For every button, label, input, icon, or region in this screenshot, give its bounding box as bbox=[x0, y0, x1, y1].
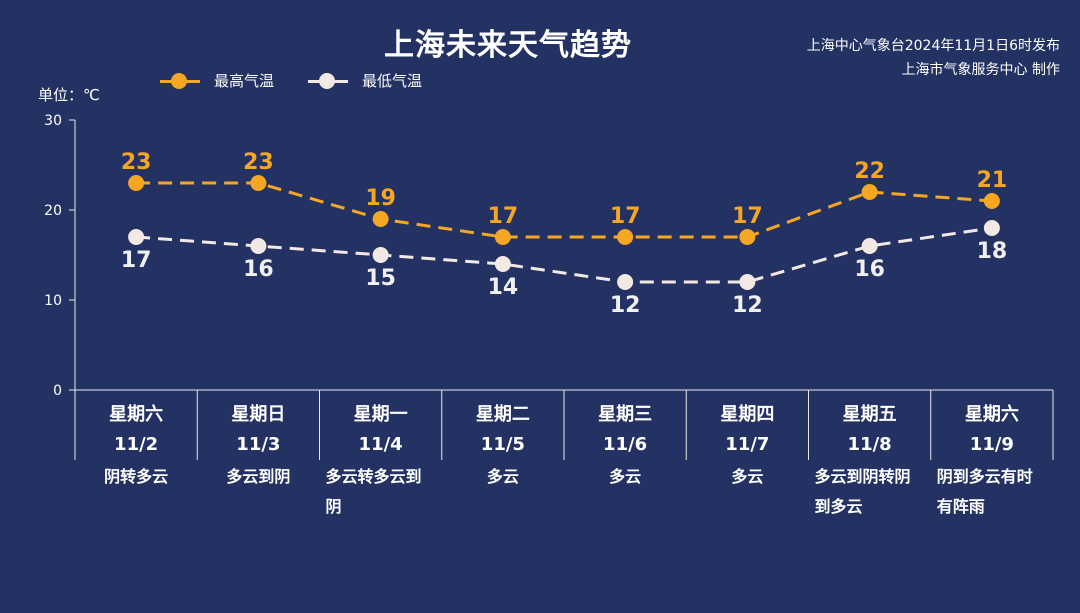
weekday-label: 星期五 bbox=[842, 404, 897, 425]
chart-title: 上海未来天气趋势 bbox=[384, 28, 632, 63]
weather-condition: 多云到阴转阴 到多云 bbox=[809, 462, 931, 522]
point-low bbox=[983, 220, 1000, 236]
date-label: 11/6 bbox=[603, 434, 648, 455]
source-producer: 上海市气象服务中心 制作 bbox=[901, 62, 1060, 78]
data-label-low: 15 bbox=[365, 266, 396, 291]
day-header: 星期五 11/8 bbox=[809, 400, 931, 460]
day-header: 星期一 11/4 bbox=[320, 400, 442, 460]
source-issuer: 上海中心气象台2024年11月1日6时发布 bbox=[806, 38, 1060, 54]
legend-low-label: 最低气温 bbox=[362, 72, 423, 90]
data-label-low: 12 bbox=[610, 293, 641, 318]
weekday-label: 星期三 bbox=[598, 404, 653, 425]
data-label-high: 17 bbox=[488, 204, 519, 229]
weather-condition: 多云转多云到阴 bbox=[320, 462, 442, 522]
date-label: 11/5 bbox=[480, 434, 525, 455]
point-high bbox=[861, 184, 878, 200]
weekday-label: 星期六 bbox=[964, 404, 1019, 425]
weekday-label: 星期日 bbox=[231, 404, 286, 425]
y-tick-label: 0 bbox=[53, 383, 62, 399]
y-tick-label: 30 bbox=[44, 113, 62, 129]
data-label-low: 16 bbox=[854, 257, 885, 282]
date-label: 11/9 bbox=[969, 434, 1014, 455]
date-label: 11/8 bbox=[847, 434, 892, 455]
y-tick-label: 20 bbox=[44, 203, 62, 219]
data-label-high: 23 bbox=[121, 150, 152, 175]
weather-condition-line: 多云转多云到 bbox=[325, 467, 422, 486]
date-label: 11/2 bbox=[114, 434, 159, 455]
weather-condition-line: 多云 bbox=[731, 467, 764, 486]
unit-label: 单位：℃ bbox=[38, 86, 100, 104]
legend-low-swatch bbox=[308, 71, 349, 91]
data-label-high: 19 bbox=[365, 186, 396, 211]
data-label-high: 23 bbox=[243, 150, 274, 175]
point-high bbox=[983, 193, 1000, 209]
point-low bbox=[494, 256, 511, 272]
weather-condition-line: 多云到阴 bbox=[226, 467, 291, 486]
point-low bbox=[250, 238, 267, 254]
point-low bbox=[739, 274, 756, 290]
date-label: 11/4 bbox=[358, 434, 403, 455]
y-tick-label: 10 bbox=[44, 293, 62, 309]
data-label-low: 18 bbox=[977, 239, 1008, 264]
data-label-low: 16 bbox=[243, 257, 274, 282]
data-label-low: 14 bbox=[488, 275, 519, 300]
point-low bbox=[861, 238, 878, 254]
day-header: 星期二 11/5 bbox=[442, 400, 564, 460]
weather-condition: 多云 bbox=[442, 462, 564, 492]
weekday-label: 星期六 bbox=[109, 404, 164, 425]
point-low bbox=[617, 274, 634, 290]
weather-condition-line: 多云 bbox=[609, 467, 642, 486]
date-label: 11/7 bbox=[725, 434, 770, 455]
date-label: 11/3 bbox=[236, 434, 281, 455]
point-low bbox=[372, 247, 389, 263]
weather-condition: 多云 bbox=[686, 462, 808, 492]
weather-condition-line: 到多云 bbox=[814, 497, 863, 516]
point-high bbox=[739, 229, 756, 245]
weather-condition-line: 阴到多云有时 bbox=[936, 467, 1033, 486]
legend-high-label: 最高气温 bbox=[214, 72, 275, 90]
weekday-label: 星期二 bbox=[475, 404, 530, 425]
series-line-high bbox=[136, 181, 992, 239]
day-header: 星期六 11/2 bbox=[75, 400, 197, 460]
point-high bbox=[250, 175, 267, 191]
day-header: 星期六 11/9 bbox=[931, 400, 1053, 460]
weekday-label: 星期四 bbox=[720, 404, 775, 425]
legend-high: 最高气温 bbox=[160, 70, 274, 91]
data-label-high: 22 bbox=[854, 159, 885, 184]
point-low bbox=[128, 229, 145, 245]
weather-condition-line: 多云到阴转阴 bbox=[814, 467, 911, 486]
data-label-high: 17 bbox=[732, 204, 763, 229]
weekday-label: 星期一 bbox=[353, 404, 408, 425]
data-label-low: 12 bbox=[732, 293, 763, 318]
point-high bbox=[372, 211, 389, 227]
data-label-low: 17 bbox=[121, 248, 152, 273]
point-high bbox=[617, 229, 634, 245]
weather-condition: 多云 bbox=[564, 462, 686, 492]
point-high bbox=[494, 229, 511, 245]
weather-condition-line: 有阵雨 bbox=[936, 497, 985, 516]
legend: 最高气温 最低气温 bbox=[160, 70, 422, 91]
weather-condition: 阴转多云 bbox=[75, 462, 197, 492]
legend-low: 最低气温 bbox=[308, 70, 422, 91]
legend-high-swatch bbox=[160, 71, 200, 91]
weather-condition-line: 阴转多云 bbox=[104, 467, 169, 486]
day-header: 星期三 11/6 bbox=[564, 400, 686, 460]
data-label-high: 21 bbox=[977, 168, 1008, 193]
source-info: 上海中心气象台2024年11月1日6时发布 上海市气象服务中心 制作 bbox=[807, 34, 1060, 82]
series-line-low bbox=[136, 226, 993, 284]
day-header: 星期日 11/3 bbox=[197, 400, 319, 460]
weather-condition: 多云到阴 bbox=[197, 462, 319, 492]
day-header: 星期四 11/7 bbox=[686, 400, 808, 460]
point-high bbox=[128, 175, 145, 191]
data-label-high: 17 bbox=[610, 204, 641, 229]
weather-condition-line: 阴 bbox=[325, 497, 342, 516]
weather-condition: 阴到多云有时 有阵雨 bbox=[931, 462, 1053, 522]
weather-condition-line: 多云 bbox=[486, 467, 519, 486]
